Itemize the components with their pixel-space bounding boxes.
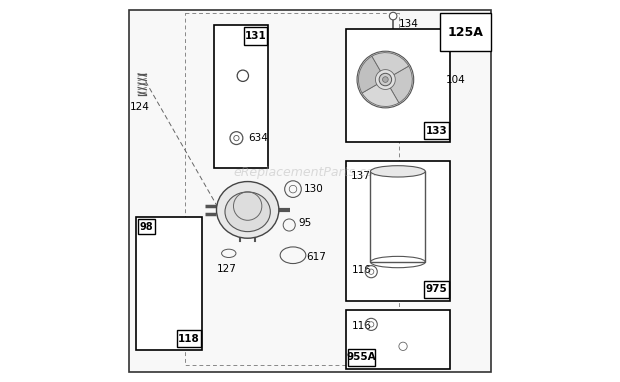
Text: 127: 127 xyxy=(217,264,237,274)
Text: 124: 124 xyxy=(130,102,150,112)
Circle shape xyxy=(357,51,414,108)
Bar xyxy=(346,29,450,142)
Bar xyxy=(424,281,449,298)
Bar xyxy=(371,172,425,262)
Bar xyxy=(136,217,202,350)
Text: 125A: 125A xyxy=(448,26,484,39)
Bar xyxy=(346,310,450,369)
Text: 131: 131 xyxy=(245,31,267,41)
Bar xyxy=(138,219,155,235)
Text: 137: 137 xyxy=(350,172,370,181)
Text: 116: 116 xyxy=(352,320,371,330)
Text: 118: 118 xyxy=(178,333,200,343)
Text: 955A: 955A xyxy=(347,353,376,363)
Bar xyxy=(440,13,492,51)
Text: 617: 617 xyxy=(306,252,326,262)
Text: 133: 133 xyxy=(425,126,447,136)
Circle shape xyxy=(383,77,388,83)
Wedge shape xyxy=(391,66,412,103)
Bar xyxy=(346,161,450,301)
Bar xyxy=(185,13,399,365)
Text: 104: 104 xyxy=(446,74,466,84)
Wedge shape xyxy=(372,53,409,74)
Text: 634: 634 xyxy=(248,133,268,143)
Bar xyxy=(214,25,268,168)
Bar xyxy=(348,349,375,366)
Wedge shape xyxy=(358,56,381,93)
Text: 98: 98 xyxy=(140,222,153,232)
Text: eReplacementParts.com: eReplacementParts.com xyxy=(234,166,386,179)
Bar xyxy=(424,122,449,139)
Ellipse shape xyxy=(216,181,279,238)
Wedge shape xyxy=(362,84,399,107)
Circle shape xyxy=(379,73,392,86)
Text: 95: 95 xyxy=(298,218,311,228)
Text: 134: 134 xyxy=(399,19,419,29)
Ellipse shape xyxy=(371,166,425,177)
Text: 130: 130 xyxy=(304,184,323,194)
Circle shape xyxy=(389,12,397,20)
Text: 116: 116 xyxy=(352,265,371,275)
Ellipse shape xyxy=(225,192,270,231)
Bar xyxy=(244,27,267,45)
Text: 975: 975 xyxy=(425,285,447,295)
Bar xyxy=(177,330,201,347)
